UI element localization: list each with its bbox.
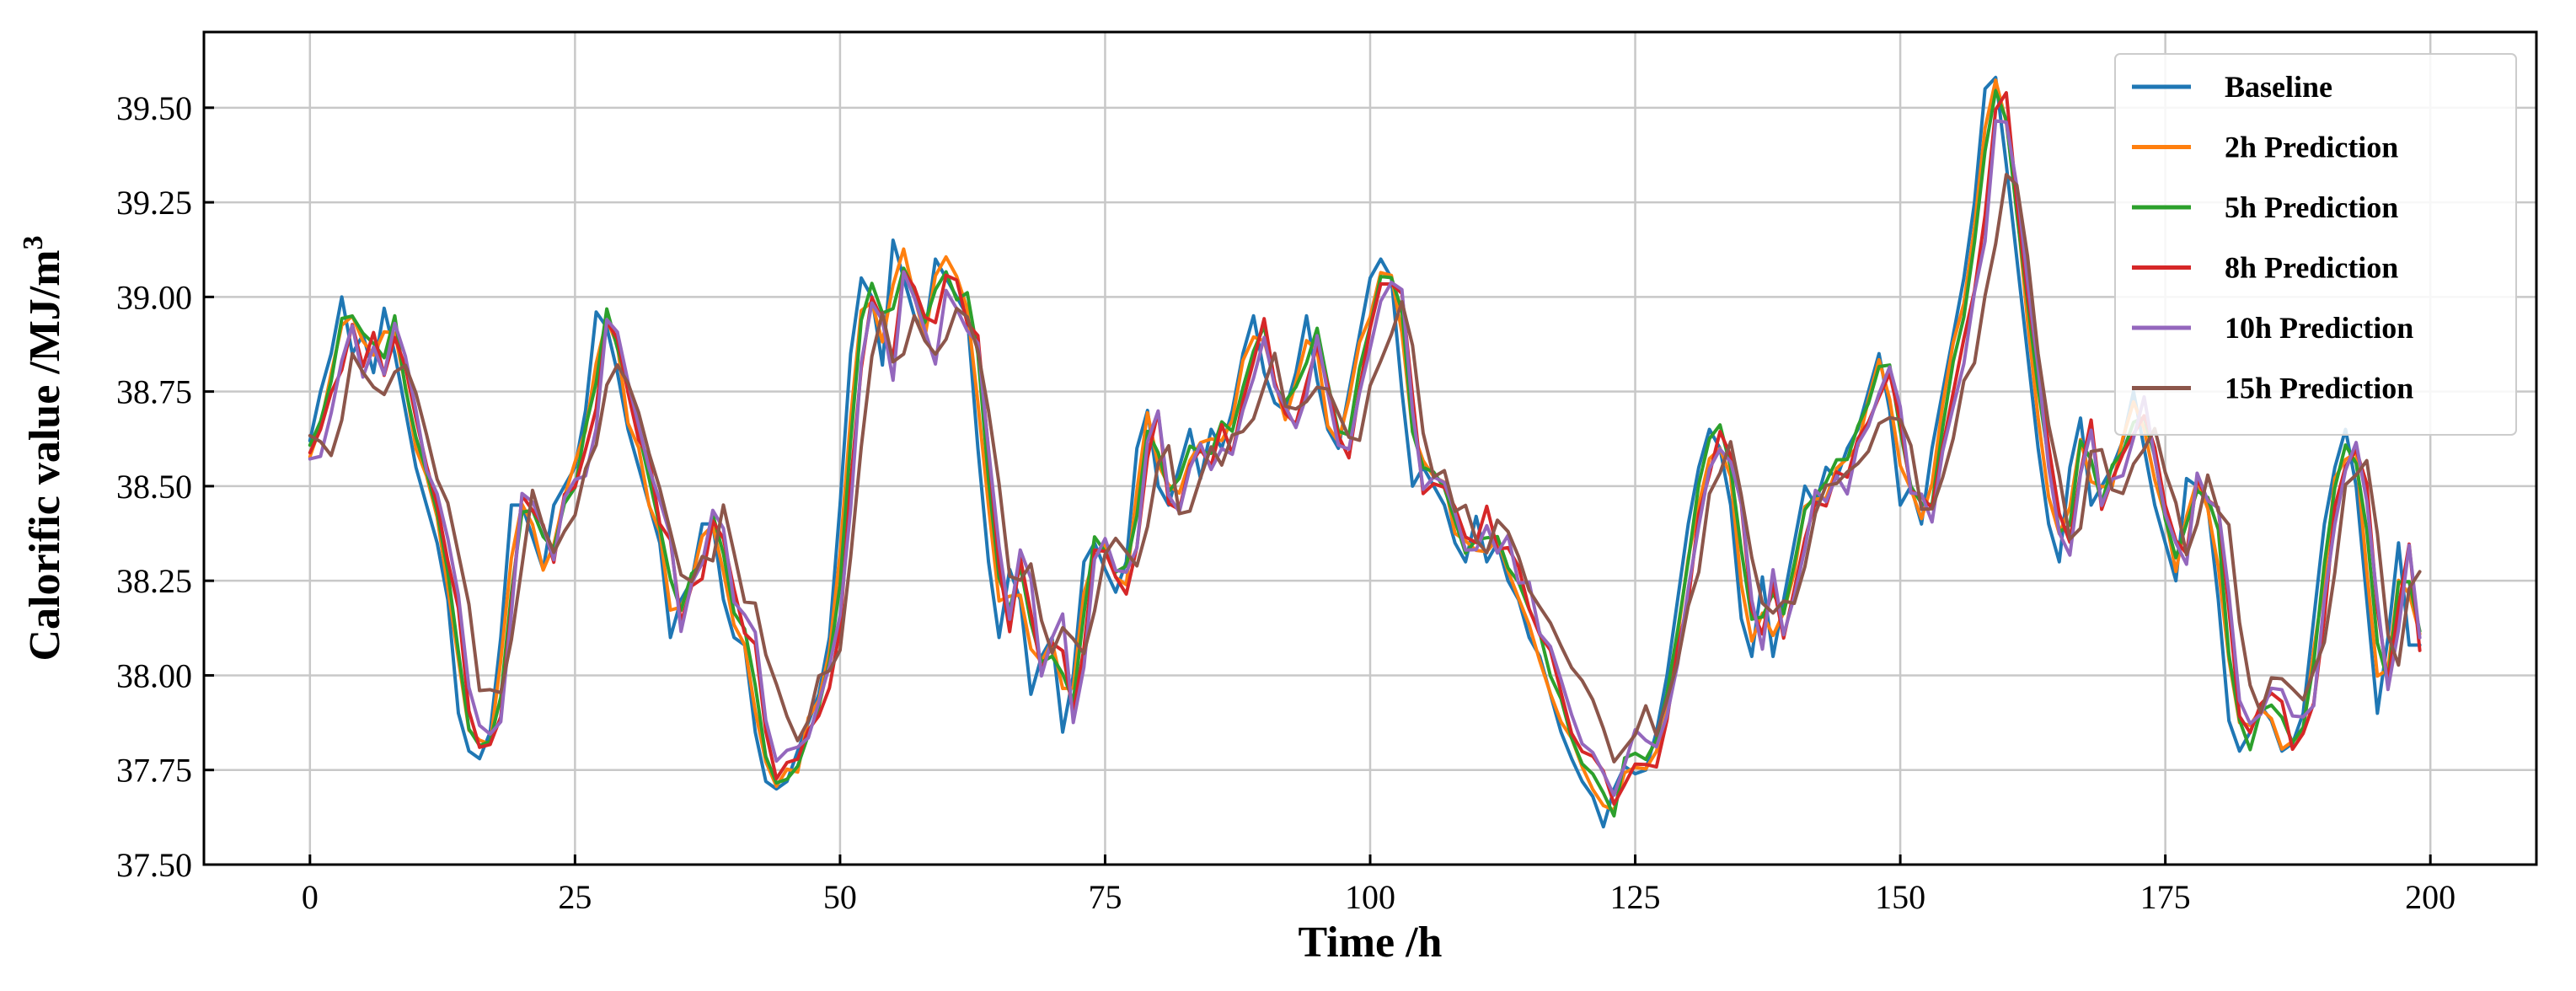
series-line-2h-prediction xyxy=(308,78,2422,812)
x-tick-label: 25 xyxy=(558,878,592,916)
x-axis-ticks: 0 25 50 75 100 125 150 175 200 xyxy=(302,854,2456,916)
y-axis-title-main: Calorific value /MJ/m xyxy=(21,249,69,661)
y-axis-title: Calorific value /MJ/m3 xyxy=(18,235,69,661)
x-axis-title: Time /h xyxy=(1299,919,1443,967)
legend: Baseline 2h Prediction 5h Prediction 8h Pre… xyxy=(2114,53,2517,436)
x-tick-label: 50 xyxy=(823,878,857,916)
y-tick-label: 39.50 xyxy=(116,89,192,127)
legend-label: 2h Prediction xyxy=(2225,131,2398,164)
series-line-15h-prediction xyxy=(308,173,2422,763)
legend-label: 8h Prediction xyxy=(2225,251,2398,285)
y-tick-label: 37.50 xyxy=(116,846,192,884)
legend-label: 10h Prediction xyxy=(2225,311,2413,345)
y-tick-label: 38.75 xyxy=(116,373,192,411)
x-tick-label: 0 xyxy=(302,878,319,916)
x-tick-label: 150 xyxy=(1875,878,1925,916)
series-line-baseline xyxy=(308,75,2422,829)
y-tick-label: 37.75 xyxy=(116,752,192,790)
y-tick-label: 38.25 xyxy=(116,562,192,600)
x-tick-label: 125 xyxy=(1610,878,1661,916)
grid-lines xyxy=(204,32,2536,866)
x-tick-label: 100 xyxy=(1345,878,1395,916)
x-tick-label: 200 xyxy=(2405,878,2456,916)
y-tick-label: 38.00 xyxy=(116,656,192,694)
series-line-8h-prediction xyxy=(308,91,2422,806)
series-line-10h-prediction xyxy=(308,119,2422,797)
y-tick-label: 39.00 xyxy=(116,278,192,316)
y-axis-ticks: 37.50 37.75 38.00 38.25 38.50 38.75 39.00 39.25… xyxy=(116,89,214,884)
legend-label: 5h Prediction xyxy=(2225,190,2398,224)
x-tick-label: 75 xyxy=(1088,878,1122,916)
legend-box xyxy=(2114,53,2517,436)
x-tick-label: 175 xyxy=(2140,878,2191,916)
y-axis-title-superscript: 3 xyxy=(18,235,49,249)
y-tick-label: 38.50 xyxy=(116,468,192,506)
legend-label: 15h Prediction xyxy=(2225,372,2413,405)
series-lines xyxy=(308,75,2422,829)
y-tick-label: 39.25 xyxy=(116,184,192,222)
legend-label: Baseline xyxy=(2225,70,2332,104)
